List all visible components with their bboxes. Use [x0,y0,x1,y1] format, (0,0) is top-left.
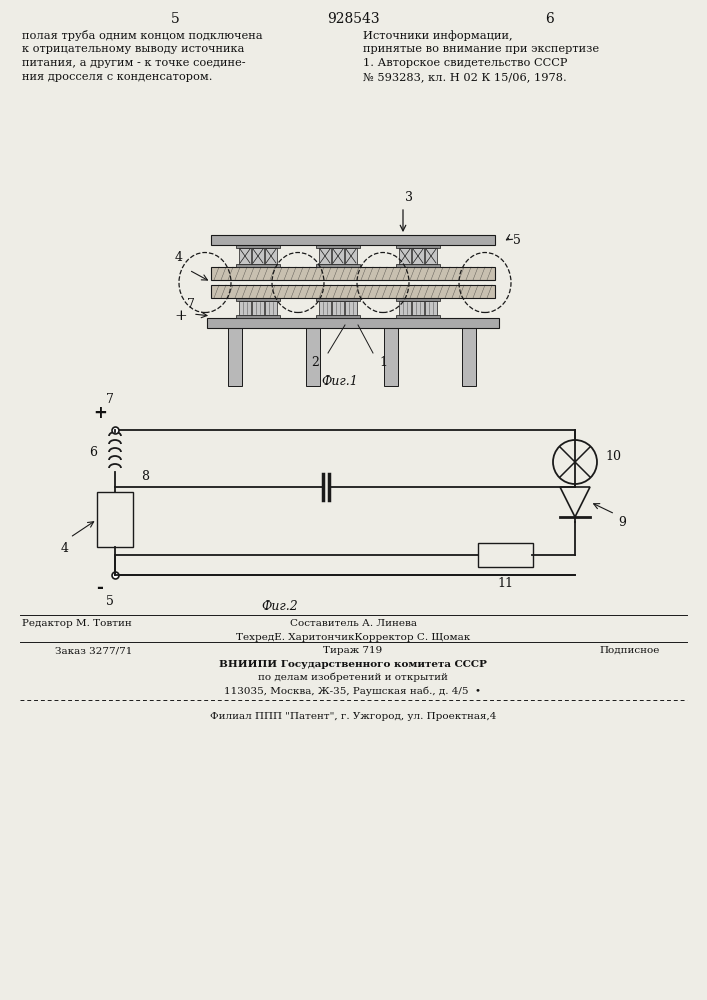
Bar [478,543,533,567]
Bar [252,248,264,264]
Text: +: + [175,309,187,323]
Text: 5: 5 [170,12,180,26]
Text: полая труба одним концом подключена: полая труба одним концом подключена [22,30,262,41]
Bar [319,301,331,315]
Text: 1: 1 [379,356,387,369]
Text: 9: 9 [618,516,626,529]
Bar [252,301,264,315]
Text: к отрицательному выводу источника: к отрицательному выводу источника [22,44,245,54]
Text: ния дросселя с конденсатором.: ния дросселя с конденсатором. [22,72,213,82]
Bar [236,245,280,248]
Bar [399,248,411,264]
Text: Филиал ППП "Патент", г. Ужгород, ул. Проектная,4: Филиал ППП "Патент", г. Ужгород, ул. Про… [210,712,496,721]
Bar [462,328,476,386]
Text: Фиг.2: Фиг.2 [262,600,298,613]
Bar [236,315,280,318]
Bar [211,285,495,298]
Text: 5: 5 [106,595,114,608]
Text: 7: 7 [106,393,114,406]
Text: Тираж 719: Тираж 719 [323,646,382,655]
Text: питания, а другим - к точке соедине-: питания, а другим - к точке соедине- [22,58,245,68]
Bar [239,301,251,315]
Text: 928543: 928543 [327,12,380,26]
Text: 4: 4 [175,251,183,264]
Text: ВНИИПИ Государственного комитета СССР: ВНИИПИ Государственного комитета СССР [219,660,487,669]
Bar [396,245,440,248]
Bar [228,328,242,386]
Bar [412,301,424,315]
Bar [265,248,277,264]
Bar [239,248,251,264]
Bar [399,301,411,315]
Bar [384,328,398,386]
Text: принятые во внимание при экспертизе: принятые во внимание при экспертизе [363,44,599,54]
Text: Заказ 3277/71: Заказ 3277/71 [55,646,132,655]
Bar [412,248,424,264]
Bar [211,235,495,245]
Bar [319,248,331,264]
Bar [396,298,440,301]
Text: Источники информации,: Источники информации, [363,30,513,41]
Bar [316,245,360,248]
Bar [211,267,495,280]
Bar [425,301,437,315]
Text: 2: 2 [311,356,319,369]
Text: № 593283, кл. Н 02 К 15/06, 1978.: № 593283, кл. Н 02 К 15/06, 1978. [363,72,567,82]
Bar [425,248,437,264]
Text: 7: 7 [187,298,195,310]
Text: ТехредЕ. ХаритончикКорректор С. Щомак: ТехредЕ. ХаритончикКорректор С. Щомак [236,633,470,642]
Text: 3: 3 [405,191,413,204]
Bar [345,301,357,315]
Bar [396,264,440,267]
Bar [316,315,360,318]
Text: 113035, Москва, Ж-35, Раушская наб., д. 4/5  •: 113035, Москва, Ж-35, Раушская наб., д. … [225,686,481,696]
Text: 1. Авторское свидетельство СССР: 1. Авторское свидетельство СССР [363,58,568,68]
Bar [316,298,360,301]
Text: 4: 4 [61,542,69,554]
Bar [306,328,320,386]
Bar [396,315,440,318]
Text: Подписное: Подписное [600,646,660,655]
Bar [207,318,499,328]
Text: Составитель А. Линева: Составитель А. Линева [289,619,416,628]
Text: 6: 6 [546,12,554,26]
Bar [332,301,344,315]
Bar [236,264,280,267]
Text: 11: 11 [497,577,513,590]
Text: 10: 10 [605,450,621,464]
Text: +: + [93,404,107,422]
Text: -: - [97,579,103,597]
Bar [97,492,133,547]
Bar [345,248,357,264]
Text: 8: 8 [141,470,149,483]
Text: 6: 6 [89,446,97,458]
Text: по делам изобретений и открытий: по делам изобретений и открытий [258,673,448,682]
Bar [265,301,277,315]
Bar [332,248,344,264]
Bar [236,298,280,301]
Text: Редактор М. Товтин: Редактор М. Товтин [22,619,132,628]
Text: 5: 5 [513,233,521,246]
Bar [316,264,360,267]
Text: Фиг.1: Фиг.1 [322,375,358,388]
